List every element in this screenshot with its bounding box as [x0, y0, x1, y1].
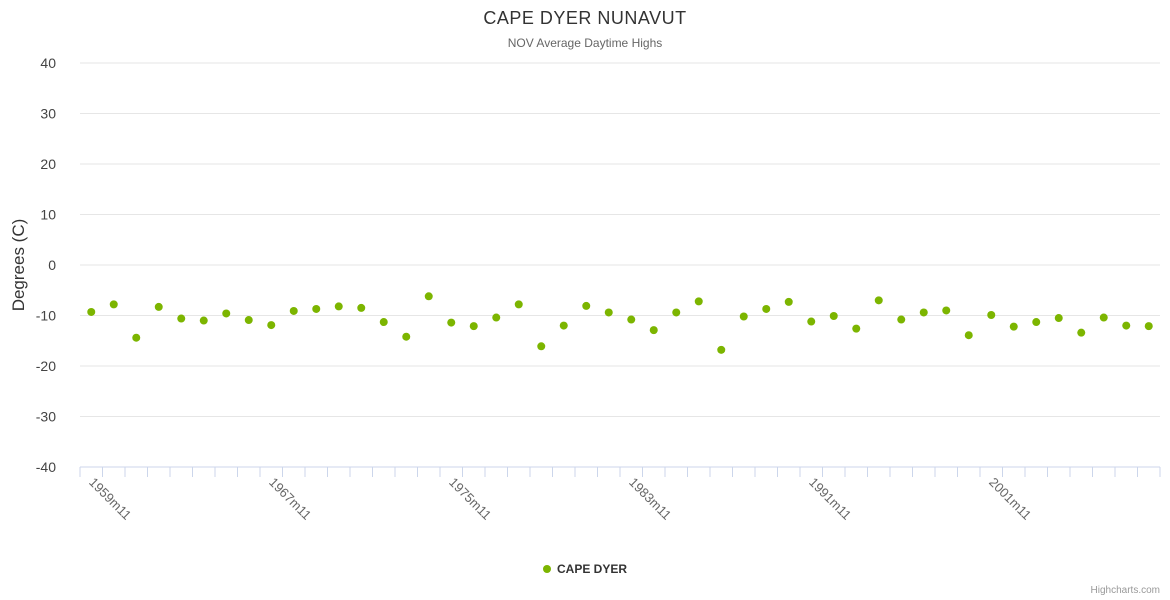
- data-point[interactable]: [1032, 318, 1041, 327]
- data-point[interactable]: [424, 292, 433, 301]
- page-subtitle: NOV Average Daytime Highs: [507, 36, 663, 50]
- data-point[interactable]: [289, 306, 298, 315]
- data-point[interactable]: [1144, 322, 1153, 331]
- data-point[interactable]: [942, 306, 951, 315]
- data-point[interactable]: [469, 322, 478, 331]
- data-point[interactable]: [852, 324, 861, 333]
- data-point[interactable]: [514, 300, 523, 309]
- y-axis-label: 0: [48, 257, 56, 273]
- legend-marker-icon: [542, 565, 551, 573]
- data-point[interactable]: [357, 303, 366, 312]
- y-axis-label: -40: [36, 459, 56, 475]
- data-point[interactable]: [379, 318, 388, 327]
- y-axis-label: -20: [36, 358, 56, 374]
- x-axis-label: 1959m11: [86, 475, 134, 523]
- data-point[interactable]: [559, 321, 568, 330]
- highcharts-credit-link[interactable]: Highcharts.com: [1090, 585, 1160, 596]
- chart-plot: -40 -30 -20 -10 0 10 20 30 40 1959m11 1967m11 1975m…: [9, 55, 1161, 523]
- x-axis-label: 1983m11: [626, 475, 674, 523]
- data-point[interactable]: [199, 316, 208, 325]
- data-point[interactable]: [267, 321, 276, 330]
- data-point[interactable]: [874, 296, 883, 305]
- y-axis-label: 40: [40, 55, 56, 71]
- data-point[interactable]: [244, 316, 253, 325]
- y-axis-label: 20: [40, 156, 56, 172]
- y-axis-label: -30: [36, 409, 56, 425]
- legend-item-cape-dyer[interactable]: CAPE DYER: [542, 562, 627, 576]
- x-axis-label: 2001m11: [986, 475, 1034, 523]
- data-point[interactable]: [222, 309, 231, 318]
- data-point[interactable]: [897, 315, 906, 324]
- data-point[interactable]: [672, 308, 681, 317]
- x-axis-label: 1967m11: [266, 475, 314, 523]
- data-point[interactable]: [964, 331, 973, 340]
- data-point[interactable]: [739, 312, 748, 321]
- y-axis-label: 10: [40, 207, 56, 223]
- data-point[interactable]: [109, 300, 118, 309]
- data-point[interactable]: [919, 308, 928, 317]
- data-point[interactable]: [807, 317, 816, 326]
- data-point[interactable]: [987, 311, 996, 319]
- data-point[interactable]: [604, 308, 613, 317]
- x-axis-label: 1991m11: [806, 475, 854, 523]
- data-point[interactable]: [177, 314, 186, 323]
- data-point[interactable]: [154, 302, 163, 311]
- data-point[interactable]: [1122, 321, 1131, 330]
- data-point[interactable]: [582, 301, 591, 310]
- data-point[interactable]: [1099, 313, 1108, 322]
- data-point[interactable]: [762, 304, 771, 313]
- data-point[interactable]: [312, 304, 321, 313]
- data-point[interactable]: [402, 332, 411, 341]
- data-point[interactable]: [537, 342, 546, 351]
- data-point[interactable]: [627, 315, 636, 324]
- legend-item-label: CAPE DYER: [556, 562, 627, 576]
- data-point[interactable]: [784, 297, 793, 306]
- x-axis-label: 1975m11: [446, 475, 494, 523]
- data-point[interactable]: [717, 345, 726, 354]
- y-axis-title: Degrees (C): [9, 219, 28, 312]
- legend: CAPE DYER: [0, 562, 1170, 576]
- data-point[interactable]: [87, 307, 96, 316]
- data-point[interactable]: [492, 313, 501, 322]
- data-point[interactable]: [447, 318, 456, 327]
- data-point[interactable]: [334, 302, 343, 311]
- page-title: CAPE DYER NUNAVUT: [483, 8, 687, 28]
- y-axis-label: 30: [40, 106, 56, 122]
- data-point[interactable]: [132, 333, 141, 342]
- y-axis-label: -10: [36, 308, 56, 324]
- data-point[interactable]: [1054, 314, 1063, 323]
- data-point[interactable]: [649, 326, 658, 335]
- data-point[interactable]: [1077, 328, 1086, 337]
- data-point[interactable]: [829, 312, 838, 320]
- data-point[interactable]: [694, 297, 703, 306]
- data-point[interactable]: [1009, 322, 1018, 331]
